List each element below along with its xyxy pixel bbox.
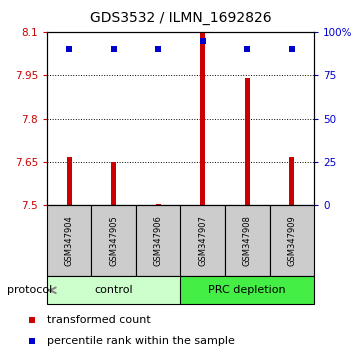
Bar xyxy=(225,205,270,276)
Bar xyxy=(245,78,250,205)
Bar xyxy=(289,157,295,205)
Bar xyxy=(91,205,136,276)
Text: protocol: protocol xyxy=(7,285,52,295)
Text: GSM347904: GSM347904 xyxy=(65,215,74,266)
Text: percentile rank within the sample: percentile rank within the sample xyxy=(47,336,235,346)
Bar xyxy=(200,31,205,205)
Text: GSM347907: GSM347907 xyxy=(198,215,207,266)
Text: control: control xyxy=(95,285,133,295)
Bar xyxy=(66,157,72,205)
Text: PRC depletion: PRC depletion xyxy=(208,285,286,295)
Text: GSM347905: GSM347905 xyxy=(109,215,118,266)
Text: transformed count: transformed count xyxy=(47,315,151,325)
Bar xyxy=(47,276,180,304)
Text: GSM347909: GSM347909 xyxy=(287,215,296,266)
Bar xyxy=(136,205,180,276)
Bar xyxy=(111,162,116,205)
Text: GDS3532 / ILMN_1692826: GDS3532 / ILMN_1692826 xyxy=(90,11,271,25)
Bar xyxy=(180,205,225,276)
Bar xyxy=(47,205,91,276)
Bar xyxy=(180,276,314,304)
Text: GSM347908: GSM347908 xyxy=(243,215,252,266)
Text: GSM347906: GSM347906 xyxy=(154,215,163,266)
Bar xyxy=(270,205,314,276)
